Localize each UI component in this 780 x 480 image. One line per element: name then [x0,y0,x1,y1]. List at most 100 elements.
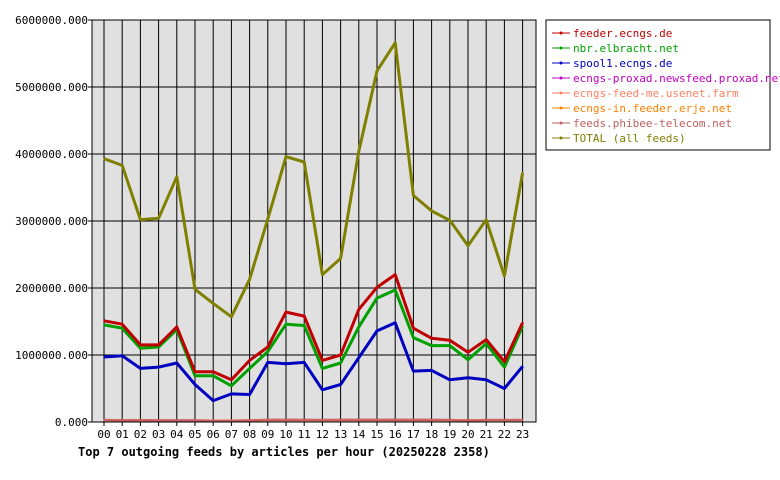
data-point [521,419,524,422]
data-point [339,419,342,421]
x-tick-label: 01 [116,428,129,441]
y-tick-label: 2000000.000 [15,282,88,295]
x-tick-label: 22 [498,428,511,441]
data-point [121,164,123,167]
data-point [376,330,378,332]
data-point [267,346,269,348]
y-tick-label: 6000000.000 [15,14,88,27]
y-tick-label: 5000000.000 [15,81,88,94]
data-point [139,218,142,221]
data-point [376,419,378,421]
data-point [157,217,160,220]
data-point [303,161,306,163]
y-tick-label: 0.000 [55,416,88,429]
data-point [194,370,196,373]
x-tick-label: 05 [188,428,201,441]
legend-swatch-marker [559,61,563,65]
data-point [176,175,178,178]
x-tick-label: 18 [425,428,438,441]
x-tick-label: 12 [316,428,329,441]
data-point [430,210,433,212]
data-point [103,324,105,326]
data-point [485,338,488,341]
data-point [376,286,378,289]
legend-box [545,19,771,151]
data-point [430,337,433,340]
data-point [212,374,214,377]
data-point [230,385,233,387]
data-point [103,419,105,422]
data-point [358,326,360,328]
x-tick-label: 07 [225,428,238,441]
x-tick-label: 19 [443,428,456,441]
data-point [449,344,451,347]
data-point [248,367,251,370]
data-point [157,419,160,422]
legend-swatch-marker [559,121,563,125]
data-point [157,366,160,368]
data-point [503,366,506,368]
data-point [394,419,397,421]
legend-label: ecngs-feed-me.usenet.farm [573,87,739,100]
data-point [339,257,342,260]
x-tick-label: 17 [407,428,420,441]
data-point [285,419,287,421]
legend-swatch-marker [559,91,563,95]
data-point [467,351,469,354]
data-point [503,275,506,277]
data-point [194,374,196,377]
y-tick-label: 4000000.000 [15,148,88,161]
data-point [194,419,196,422]
data-point [321,273,324,276]
data-point [103,356,105,358]
data-point [303,315,306,317]
series-line [103,273,524,382]
x-tick-label: 11 [298,428,311,441]
data-point [230,316,233,318]
x-tick-label: 03 [152,428,165,441]
data-point [321,389,324,391]
x-tick-label: 10 [279,428,292,441]
data-point [394,322,397,324]
data-point [139,344,142,346]
data-point [412,419,415,421]
data-point [430,344,433,347]
data-point [248,359,251,362]
data-point [467,358,469,361]
x-tick-label: 20 [461,428,474,441]
data-point [449,219,451,222]
data-point [449,419,451,422]
data-point [503,387,506,390]
y-axis-ticks: 0.000 1000000.000 2000000.000 3000000.000 40… [15,14,92,429]
data-point [412,336,415,339]
data-point [339,383,342,386]
data-point [194,288,196,291]
data-point [121,419,123,422]
data-point [358,419,360,421]
data-point [121,327,123,330]
data-point [176,326,178,328]
legend-label: ecngs-in.feeder.erje.net [573,102,732,115]
x-tick-label: 09 [261,428,274,441]
x-tick-label: 06 [207,428,220,441]
x-tick-label: 23 [516,428,529,441]
data-point [139,367,142,370]
data-point [521,171,524,174]
data-point [267,361,269,364]
data-point [267,419,269,421]
data-point [194,383,196,386]
data-point [376,297,378,299]
data-point [521,365,524,368]
data-point [157,346,160,348]
data-point [139,347,142,350]
data-point [339,362,342,364]
series-line [103,321,524,403]
data-point [121,354,123,357]
legend-swatch-marker [559,46,563,50]
series-line [103,288,524,388]
data-point [248,393,251,396]
data-point [212,370,214,373]
data-point [212,420,214,422]
x-axis-ticks: 00 01 02 03 04 05 06 07 08 09 10 11 12 13 14 15 16 17 18 19… [97,422,529,441]
